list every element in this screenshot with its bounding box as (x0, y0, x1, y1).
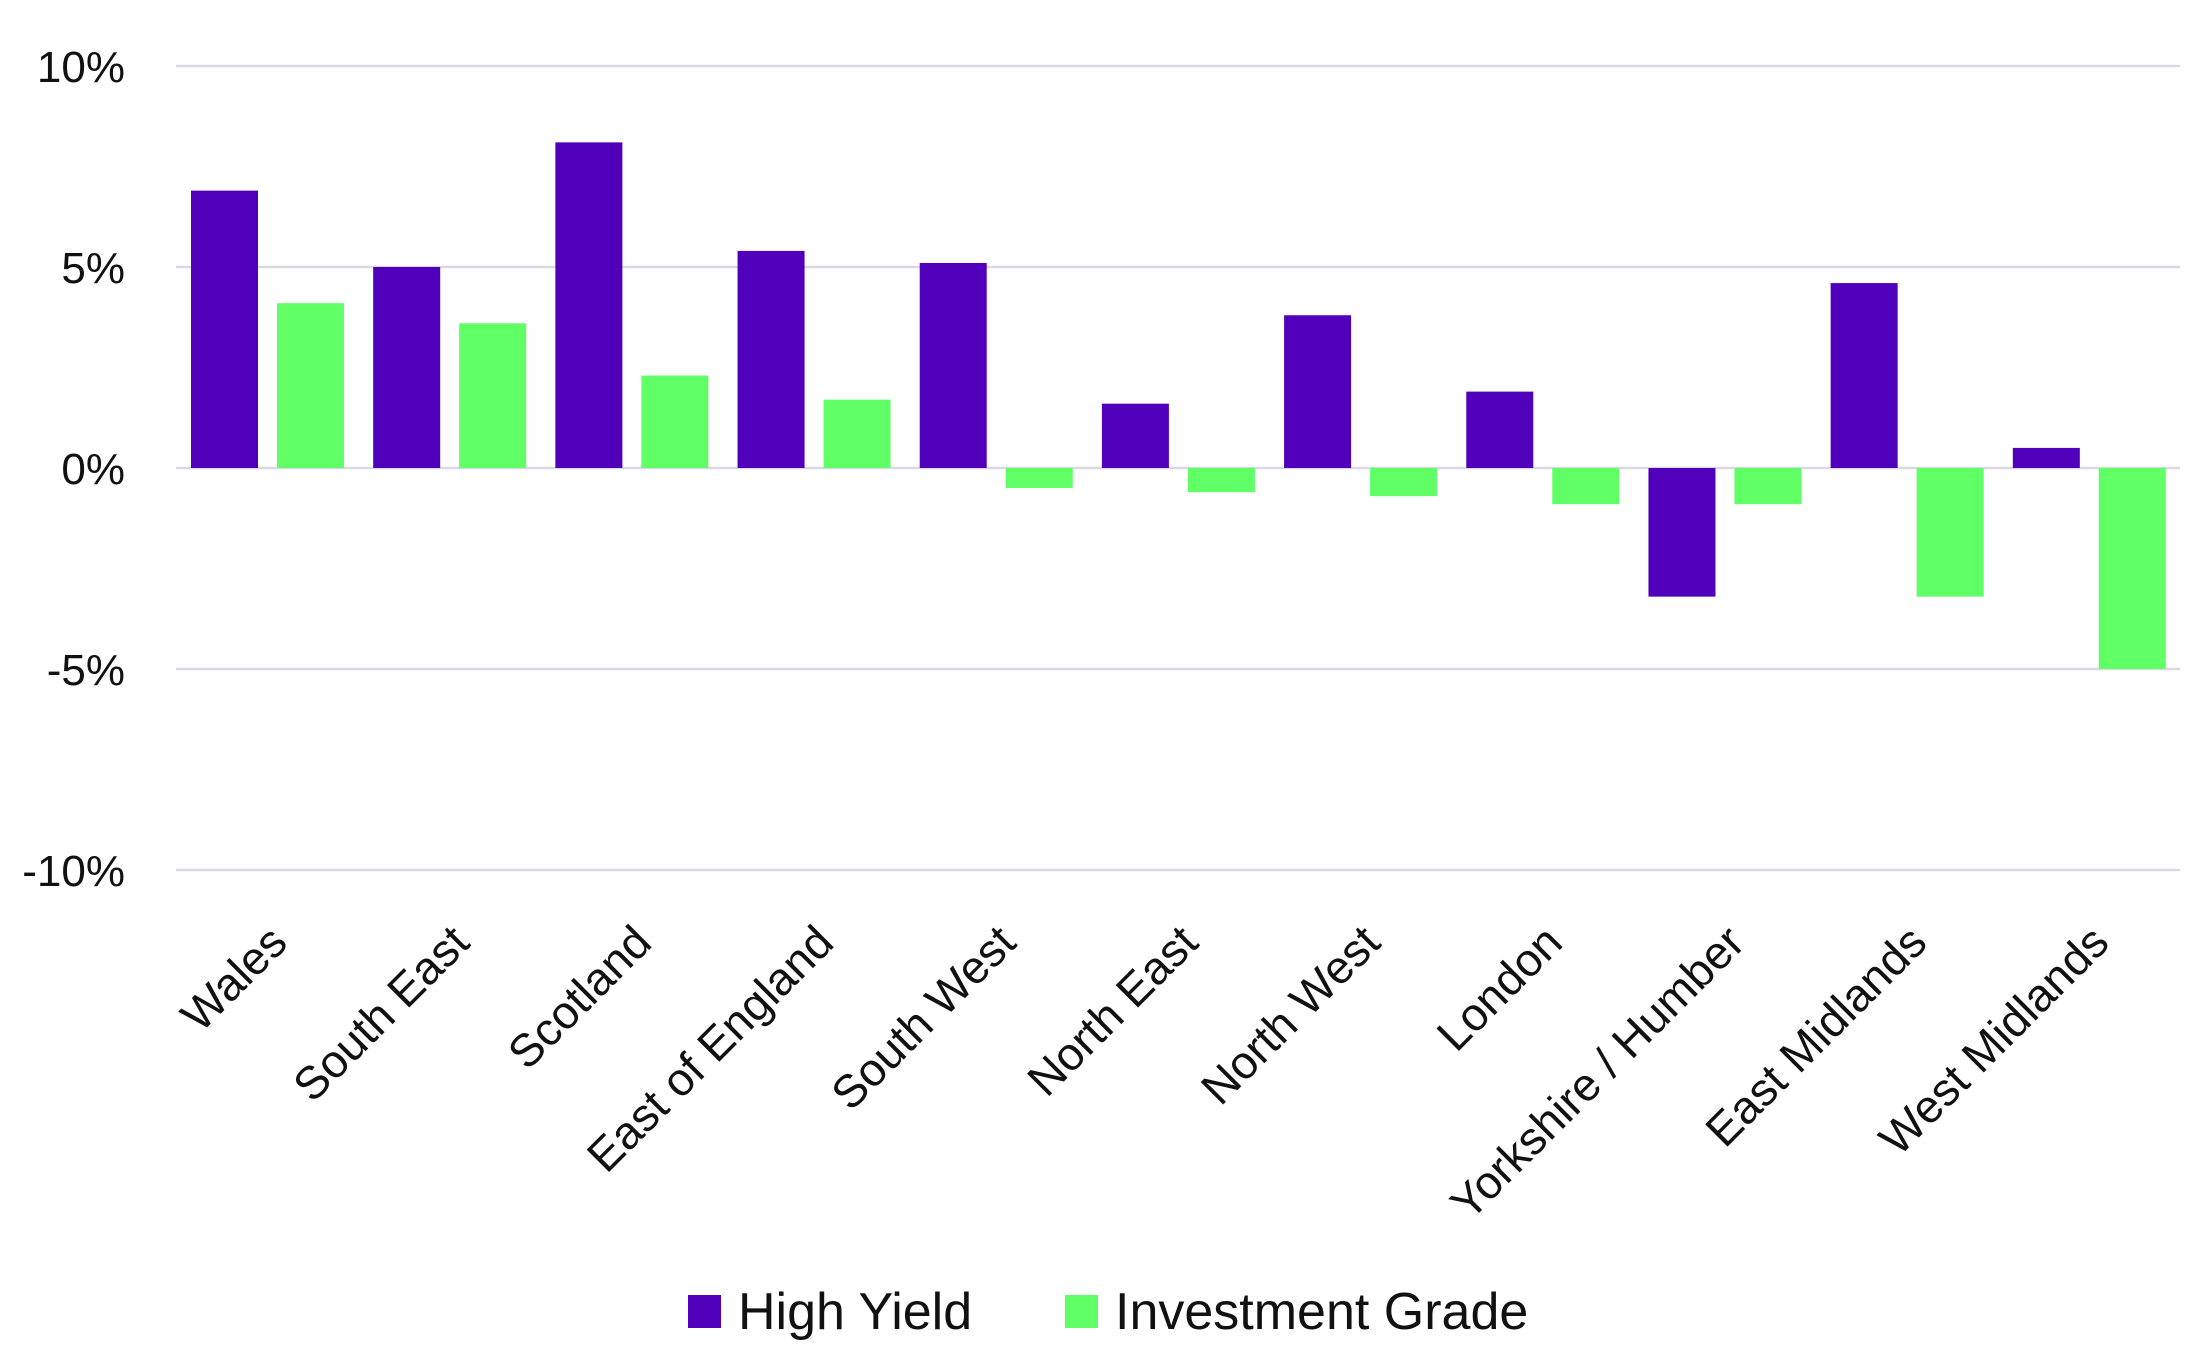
y-tick-label: 0% (61, 445, 125, 494)
bar-high-yield-south-east (373, 267, 441, 468)
bar-investment-grade-west-midlands (2098, 468, 2166, 669)
bar-investment-grade-yorkshire-humber (1734, 468, 1802, 505)
bar-high-yield-wales (191, 190, 258, 468)
bar-investment-grade-east-of-england (823, 399, 891, 468)
y-tick-label: 5% (61, 244, 125, 293)
y-tick-label: -10% (22, 847, 125, 896)
x-category-label: Wales (171, 915, 297, 1041)
legend-swatch (688, 1295, 721, 1328)
bar-high-yield-north-east (1101, 403, 1169, 468)
bar-investment-grade-london (1552, 468, 1620, 505)
bar-investment-grade-north-west (1370, 468, 1438, 497)
bar-high-yield-yorkshire-humber (1648, 468, 1716, 597)
y-tick-label: 10% (37, 43, 125, 92)
bar-high-yield-west-midlands (2012, 447, 2080, 468)
x-category-label: Scotland (498, 915, 661, 1078)
y-axis-tick-labels: 10% 5% 0% -5% -10% (22, 43, 125, 896)
x-category-label: North West (1191, 915, 1390, 1114)
bar-high-yield-south-west (919, 262, 987, 468)
y-tick-label: -5% (47, 646, 125, 695)
bar-high-yield-east-midlands (1830, 283, 1898, 468)
bar-investment-grade-south-east (459, 323, 527, 468)
bar-high-yield-scotland (555, 142, 623, 468)
legend-label: Investment Grade (1115, 1283, 1528, 1341)
x-category-label: South West (821, 915, 1025, 1119)
bar-investment-grade-wales (277, 303, 344, 468)
bars (191, 142, 2166, 669)
x-category-label: South East (283, 915, 479, 1111)
bar-investment-grade-scotland (641, 375, 709, 468)
bar-high-yield-north-west (1284, 315, 1352, 468)
bar-investment-grade-north-east (1187, 468, 1255, 493)
bar-high-yield-london (1466, 391, 1534, 468)
bar-high-yield-east-of-england (737, 250, 805, 468)
bar-investment-grade-south-west (1005, 468, 1073, 489)
x-category-label: North East (1017, 915, 1208, 1106)
legend-label: High Yield (738, 1283, 972, 1341)
legend: High Yield Investment Grade (688, 1283, 1528, 1341)
x-category-label: London (1427, 915, 1572, 1060)
legend-swatch (1065, 1295, 1098, 1328)
bar-investment-grade-east-midlands (1916, 468, 1984, 597)
